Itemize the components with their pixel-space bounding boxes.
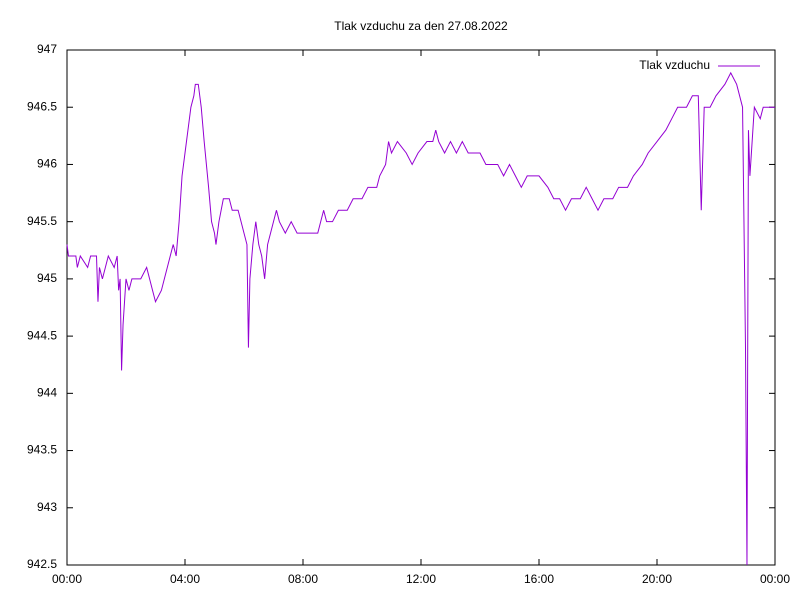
y-tick-label: 943 — [37, 500, 57, 514]
chart-title: Tlak vzduchu za den 27.08.2022 — [334, 19, 508, 33]
y-tick-label: 946.5 — [27, 99, 57, 113]
legend-label: Tlak vzduchu — [639, 58, 710, 72]
y-tick-label: 947 — [37, 42, 57, 56]
y-tick-label: 946 — [37, 157, 57, 171]
x-tick-label: 04:00 — [170, 572, 200, 586]
y-tick-label: 945.5 — [27, 214, 57, 228]
y-tick-label: 945 — [37, 271, 57, 285]
data-line — [66, 71, 775, 566]
y-tick-label: 943.5 — [27, 443, 57, 457]
x-tick-label: 16:00 — [524, 572, 554, 586]
x-tick-label: 12:00 — [406, 572, 436, 586]
y-tick-label: 942.5 — [27, 557, 57, 571]
y-tick-label: 944 — [37, 386, 57, 400]
x-tick-label: 00:00 — [760, 572, 790, 586]
x-tick-label: 00:00 — [52, 572, 82, 586]
x-tick-label: 20:00 — [642, 572, 672, 586]
y-tick-label: 944.5 — [27, 328, 57, 342]
x-tick-label: 08:00 — [288, 572, 318, 586]
